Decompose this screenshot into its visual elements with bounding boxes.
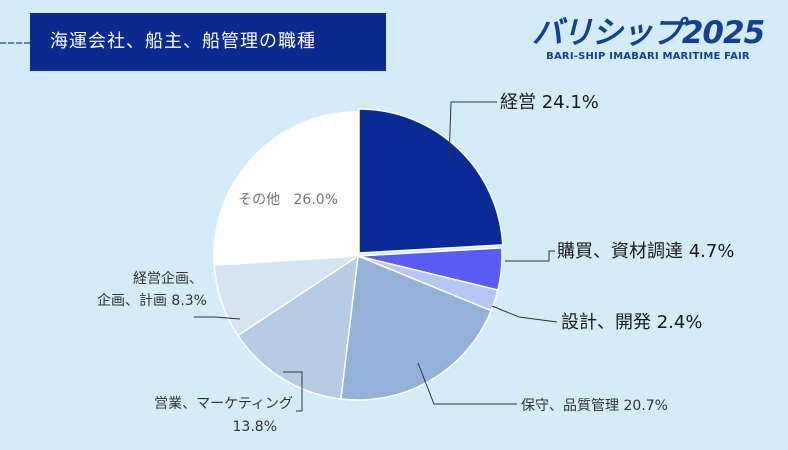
pie-slice-1 [358, 108, 504, 254]
data-label-slice-5-line-2: 13.8% [233, 419, 277, 435]
leader-line-slice-5 [283, 371, 303, 412]
data-label-slice-6-line-2: 企画、計画 8.3% [97, 292, 207, 309]
data-label-slice-2: 購買、資材調達 4.7% [557, 241, 734, 262]
leader-line-slice-4 [417, 362, 517, 405]
pie-slice-4 [340, 254, 493, 401]
data-label-slice-4: 保守、品質管理 20.7% [521, 398, 668, 414]
data-label-slice-3: 設計、開発 2.4% [561, 312, 702, 333]
logo-main-text: バリシップ2025 [531, 15, 765, 51]
data-label-slice-5-line-1: 営業、マーケティング [154, 396, 293, 412]
leader-line-slice-6 [194, 316, 241, 320]
leader-line-slice-1 [448, 101, 497, 163]
leader-line-slice-2 [505, 250, 555, 262]
logo-sub-text: BARI-SHIP IMABARI MARITIME FAIR [546, 51, 750, 62]
pie-slice-7 [213, 111, 359, 266]
leader-line-slice-3 [491, 305, 558, 323]
data-label-slice-7: その他 26.0% [238, 192, 338, 208]
bari-ship-logo: バリシップ2025 BARI-SHIP IMABARI MARITIME FAI… [523, 16, 773, 68]
pie-slice-5 [236, 254, 359, 400]
decorative-dash-line [0, 42, 30, 44]
data-label-slice-6-line-1: 経営企画、 [133, 270, 203, 287]
data-label-slice-1: 経営 24.1% [500, 92, 599, 113]
page-title: 海運会社、船主、船管理の職種 [30, 13, 386, 71]
